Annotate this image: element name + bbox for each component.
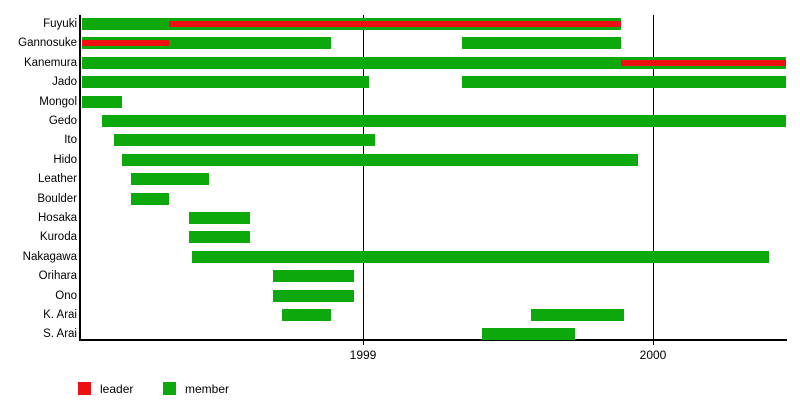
row-label: S. Arai (43, 328, 77, 341)
row-label: Ono (55, 289, 77, 302)
legend-leader-label: leader (100, 382, 134, 396)
leader-bar (81, 40, 169, 47)
legend-leader-swatch (78, 382, 91, 395)
row-label: Mongol (39, 95, 77, 108)
leader-bar (621, 59, 787, 66)
row-label: Jado (52, 76, 77, 89)
row-label: K. Arai (43, 309, 77, 321)
row-label: Leather (37, 173, 77, 186)
member-bar (131, 192, 169, 205)
x-axis-line (79, 338, 787, 341)
year-gridline (363, 15, 364, 345)
member-bar (481, 328, 575, 341)
row-label: Kanemura (23, 56, 77, 69)
row-label: Hido (53, 153, 77, 166)
member-bar (122, 153, 639, 166)
member-bar (113, 134, 375, 147)
member-bar (81, 95, 123, 108)
year-gridline (653, 15, 654, 345)
member-bar (273, 289, 355, 302)
row-label: Hosaka (38, 212, 77, 224)
member-bar (191, 250, 769, 263)
member-bar (273, 270, 355, 283)
member-bar (189, 231, 250, 244)
member-bar (531, 309, 624, 321)
row-label: Nakagawa (22, 250, 77, 263)
row-label: Gannosuke (18, 37, 77, 50)
row-label: Orihara (38, 270, 77, 283)
member-bar (461, 76, 787, 89)
member-bar (131, 173, 210, 186)
legend-member-label: member (185, 382, 230, 396)
row-label: Ito (64, 134, 77, 147)
x-tick-label: 2000 (639, 348, 667, 362)
y-axis-line (79, 15, 81, 341)
member-bar (81, 56, 787, 69)
x-tick-label: 1999 (349, 348, 377, 362)
row-label: Gedo (48, 115, 77, 127)
member-bar (81, 76, 369, 89)
member-bar (281, 309, 332, 321)
leader-bar (168, 21, 622, 27)
legend: leader member (0, 381, 800, 397)
legend-member-swatch (163, 382, 176, 395)
row-label: Boulder (37, 192, 77, 205)
row-label: Kuroda (39, 231, 77, 244)
member-bar (461, 37, 622, 50)
row-label: Fuyuki (43, 18, 77, 30)
member-bar (189, 212, 250, 224)
member-bar (102, 115, 787, 127)
